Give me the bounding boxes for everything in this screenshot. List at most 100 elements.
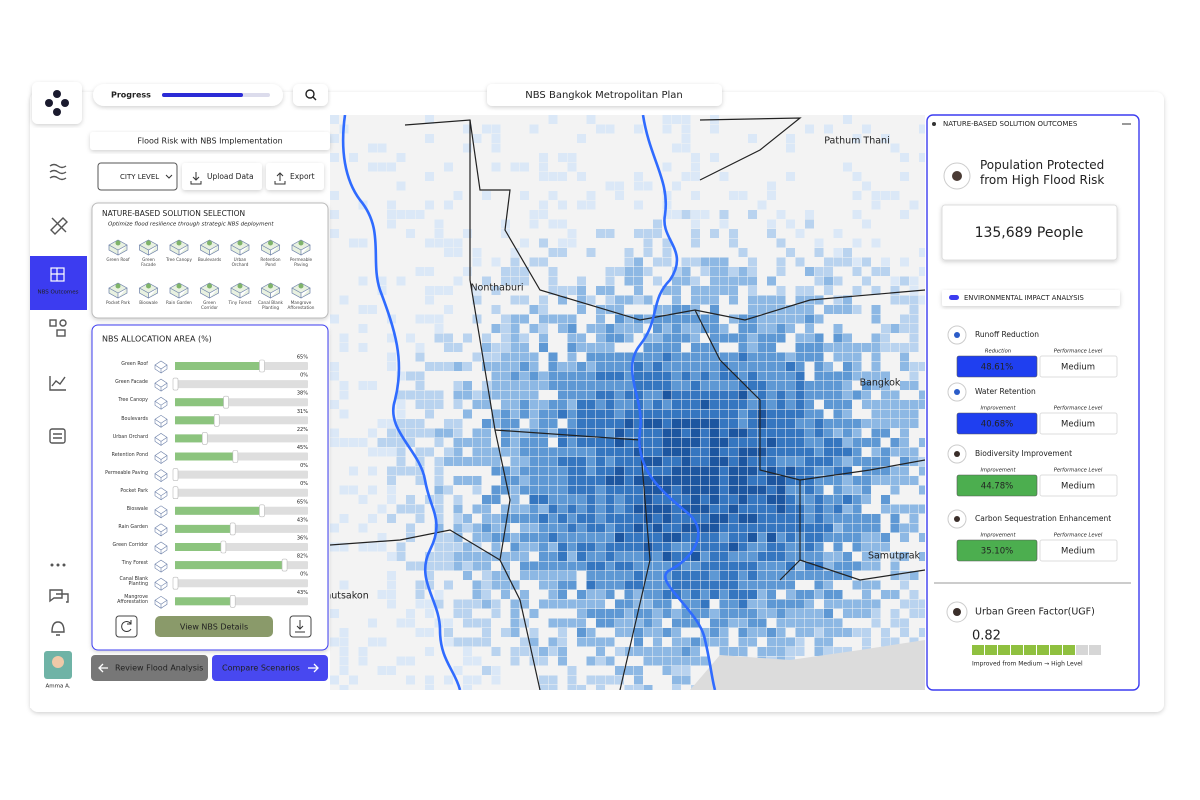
nbs-option-icon xyxy=(138,239,159,256)
grid-cell xyxy=(776,552,786,561)
grid-cell xyxy=(596,485,605,495)
grid-cell xyxy=(824,428,833,438)
grid-cell xyxy=(472,428,482,438)
grid-cell xyxy=(900,447,909,457)
nbs-option[interactable]: Urban Orchard xyxy=(226,239,254,273)
grid-cell xyxy=(814,552,824,561)
logo-box[interactable] xyxy=(32,82,82,124)
ugf-bar xyxy=(972,645,1101,655)
nbs-option-accent xyxy=(176,240,182,246)
grid-cell xyxy=(729,238,738,248)
nbs-option[interactable]: Canal Blank Planting xyxy=(257,282,285,316)
grid-cell xyxy=(643,362,653,371)
grid-cell xyxy=(472,523,482,533)
grid-cell xyxy=(444,447,453,457)
nbs-option[interactable]: Green Facade xyxy=(135,239,163,273)
compare-button[interactable] xyxy=(212,655,328,681)
bar-handle[interactable] xyxy=(172,486,179,500)
nbs-option[interactable]: Boulevards xyxy=(196,239,224,273)
grid-cell xyxy=(662,561,672,571)
bar-handle[interactable] xyxy=(259,504,265,518)
grid-cell xyxy=(795,618,805,628)
nbs-option[interactable]: Retention Pond xyxy=(257,239,285,273)
grid-cell xyxy=(586,115,596,124)
bar-handle[interactable] xyxy=(201,432,208,445)
grid-cell xyxy=(586,656,596,666)
review-button[interactable] xyxy=(91,655,208,681)
grid-cell xyxy=(558,628,567,637)
grid-cell xyxy=(634,571,643,580)
bar-handle[interactable] xyxy=(259,359,265,373)
grid-cell xyxy=(425,314,434,324)
nbs-option[interactable]: Green Corridor xyxy=(196,282,224,316)
grid-cell xyxy=(567,409,577,419)
nbs-option[interactable]: Permeable Paving xyxy=(287,239,315,273)
grid-cell xyxy=(843,504,852,514)
upload-button[interactable] xyxy=(182,163,262,190)
place-labels: Pathum ThaniNonthaburiBangkokSamutpraknu… xyxy=(330,136,921,602)
nbs-option[interactable]: Tree Canopy xyxy=(165,239,193,273)
grid-cell xyxy=(871,552,881,561)
nbs-option[interactable]: Tiny Forest xyxy=(226,282,254,316)
grid-cell xyxy=(719,210,729,219)
nbs-option[interactable]: Pocket Park xyxy=(104,282,132,316)
grid-cell xyxy=(520,466,529,476)
bar-handle[interactable] xyxy=(172,377,179,391)
grid-cell xyxy=(814,647,824,656)
nbs-option[interactable]: Green Roof xyxy=(104,239,132,273)
grid-cell xyxy=(881,495,890,504)
bar-handle[interactable] xyxy=(213,413,220,427)
grid-cell xyxy=(425,267,434,276)
grid-cell xyxy=(634,533,643,542)
grid-cell xyxy=(748,324,757,333)
nbs-option[interactable]: Bioswale xyxy=(135,282,163,316)
grid-cell xyxy=(577,400,586,409)
bar-handle[interactable] xyxy=(172,468,179,481)
bar-handle[interactable] xyxy=(232,450,239,463)
grid-cell xyxy=(653,514,662,523)
grid-cell xyxy=(767,343,776,352)
bar-handle[interactable] xyxy=(220,540,227,554)
grid-cell xyxy=(710,552,719,561)
grid-cell xyxy=(615,409,624,419)
grid-cell xyxy=(767,457,776,466)
bar-track xyxy=(175,579,308,588)
grid-cell xyxy=(871,314,881,324)
nav-active[interactable] xyxy=(30,256,87,310)
grid-cell xyxy=(710,400,719,409)
refresh-button[interactable] xyxy=(115,615,138,638)
bar-handle[interactable] xyxy=(281,558,288,572)
grid-cell xyxy=(501,400,510,409)
grid-cell xyxy=(548,495,558,504)
grid-cell xyxy=(814,352,824,362)
level-select[interactable] xyxy=(97,162,178,191)
bar-handle[interactable] xyxy=(172,576,179,590)
grid-cell xyxy=(824,580,833,590)
grid-cell xyxy=(501,276,510,286)
nbs-option[interactable]: Mangrove Afforestation xyxy=(287,282,315,316)
grid-cell xyxy=(833,371,843,381)
nbs-option[interactable]: Rain Garden xyxy=(165,282,193,316)
export-button[interactable] xyxy=(266,163,324,190)
grid-cell xyxy=(358,324,368,333)
grid-cell xyxy=(558,514,567,523)
grid-cell xyxy=(890,447,900,457)
bar-handle[interactable] xyxy=(229,594,236,608)
grid-cell xyxy=(615,609,624,618)
nav-more[interactable] xyxy=(50,563,66,567)
details-button[interactable] xyxy=(155,616,273,637)
grid-cell xyxy=(586,599,596,609)
grid-cell xyxy=(368,466,377,476)
grid-cell xyxy=(548,647,558,656)
place-label: Nonthaburi xyxy=(470,283,523,294)
grid-cell xyxy=(472,599,482,609)
grid-cell xyxy=(805,523,814,533)
grid-cell xyxy=(520,552,529,561)
bar-handle[interactable] xyxy=(229,522,236,536)
grid-cell xyxy=(444,362,453,371)
grid-cell xyxy=(605,457,615,466)
grid-cell xyxy=(396,504,406,514)
bar xyxy=(175,506,262,515)
search-button[interactable] xyxy=(293,84,328,106)
bar-handle[interactable] xyxy=(223,395,229,409)
